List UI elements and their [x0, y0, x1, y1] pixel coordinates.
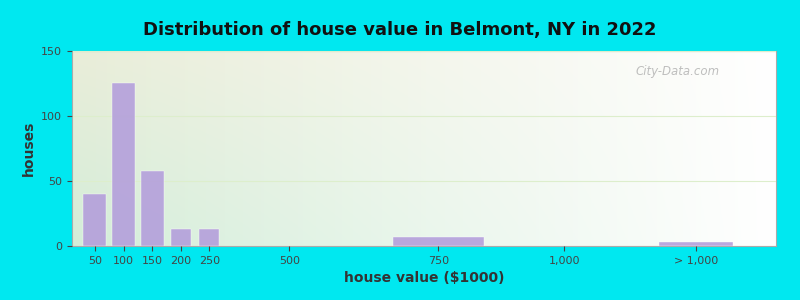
Y-axis label: houses: houses — [22, 121, 36, 176]
Bar — [112, 83, 135, 246]
Bar — [393, 237, 484, 246]
Bar — [199, 229, 219, 246]
Bar — [141, 171, 163, 246]
X-axis label: house value ($1000): house value ($1000) — [344, 271, 504, 285]
Text: Distribution of house value in Belmont, NY in 2022: Distribution of house value in Belmont, … — [143, 21, 657, 39]
Bar — [83, 194, 106, 246]
Text: City-Data.com: City-Data.com — [635, 64, 719, 78]
Bar — [658, 242, 733, 246]
Bar — [170, 229, 190, 246]
